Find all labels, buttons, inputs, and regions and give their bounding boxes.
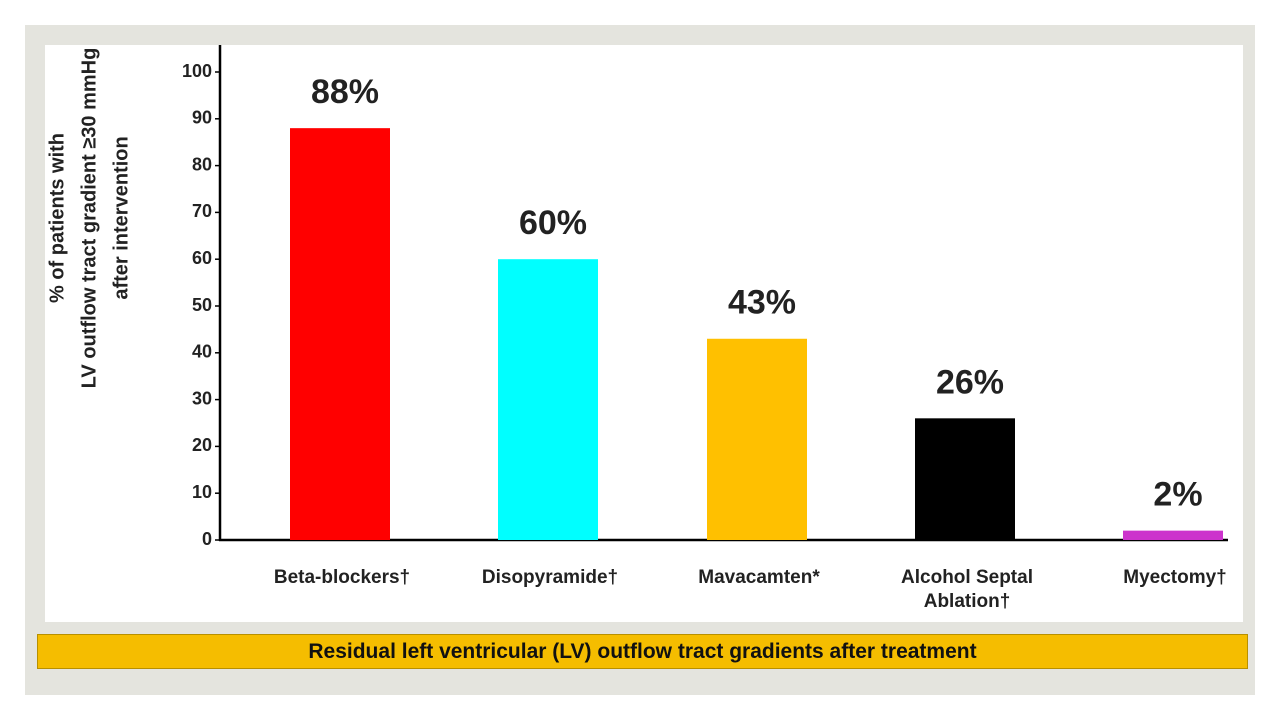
x-tick-label: Myectomy† <box>1123 567 1227 588</box>
y-tick-label: 60 <box>192 248 212 268</box>
y-axis-title-line: after intervention <box>110 136 132 299</box>
y-tick-label: 20 <box>192 435 212 455</box>
y-tick-label: 100 <box>182 61 212 81</box>
bar <box>915 418 1015 540</box>
value-label: 2% <box>1153 476 1202 514</box>
y-axis-title-line: LV outflow tract gradient ≥30 mmHg <box>78 48 100 389</box>
y-tick-label: 80 <box>192 154 212 174</box>
y-tick-label: 50 <box>192 295 212 315</box>
y-tick-label: 40 <box>192 342 212 362</box>
y-tick-label: 70 <box>192 201 212 221</box>
bar <box>498 259 598 540</box>
bar <box>707 338 807 540</box>
caption: Residual left ventricular (LV) outflow t… <box>37 634 1248 669</box>
bar <box>290 128 390 540</box>
x-tick-label: Beta-blockers† <box>273 567 411 588</box>
y-axis-title: % of patients with LV outflow tract gradi… <box>46 48 132 389</box>
y-axis-title-line: % of patients with <box>46 133 68 303</box>
value-label: 43% <box>728 284 796 322</box>
bar <box>1123 530 1223 540</box>
y-tick-label: 0 <box>202 529 212 549</box>
value-label: 60% <box>519 204 587 242</box>
value-label: 88% <box>311 73 379 111</box>
x-tick-label: Mavacamten* <box>698 567 820 588</box>
x-tick-label: Alcohol Septal Ablation† <box>901 567 1033 612</box>
value-label: 26% <box>936 363 1004 401</box>
y-tick-label: 90 <box>192 108 212 128</box>
chart-panel <box>45 45 1243 622</box>
y-tick-label: 30 <box>192 388 212 408</box>
y-tick-label: 10 <box>192 482 212 502</box>
x-tick-label: Disopyramide† <box>481 567 619 588</box>
